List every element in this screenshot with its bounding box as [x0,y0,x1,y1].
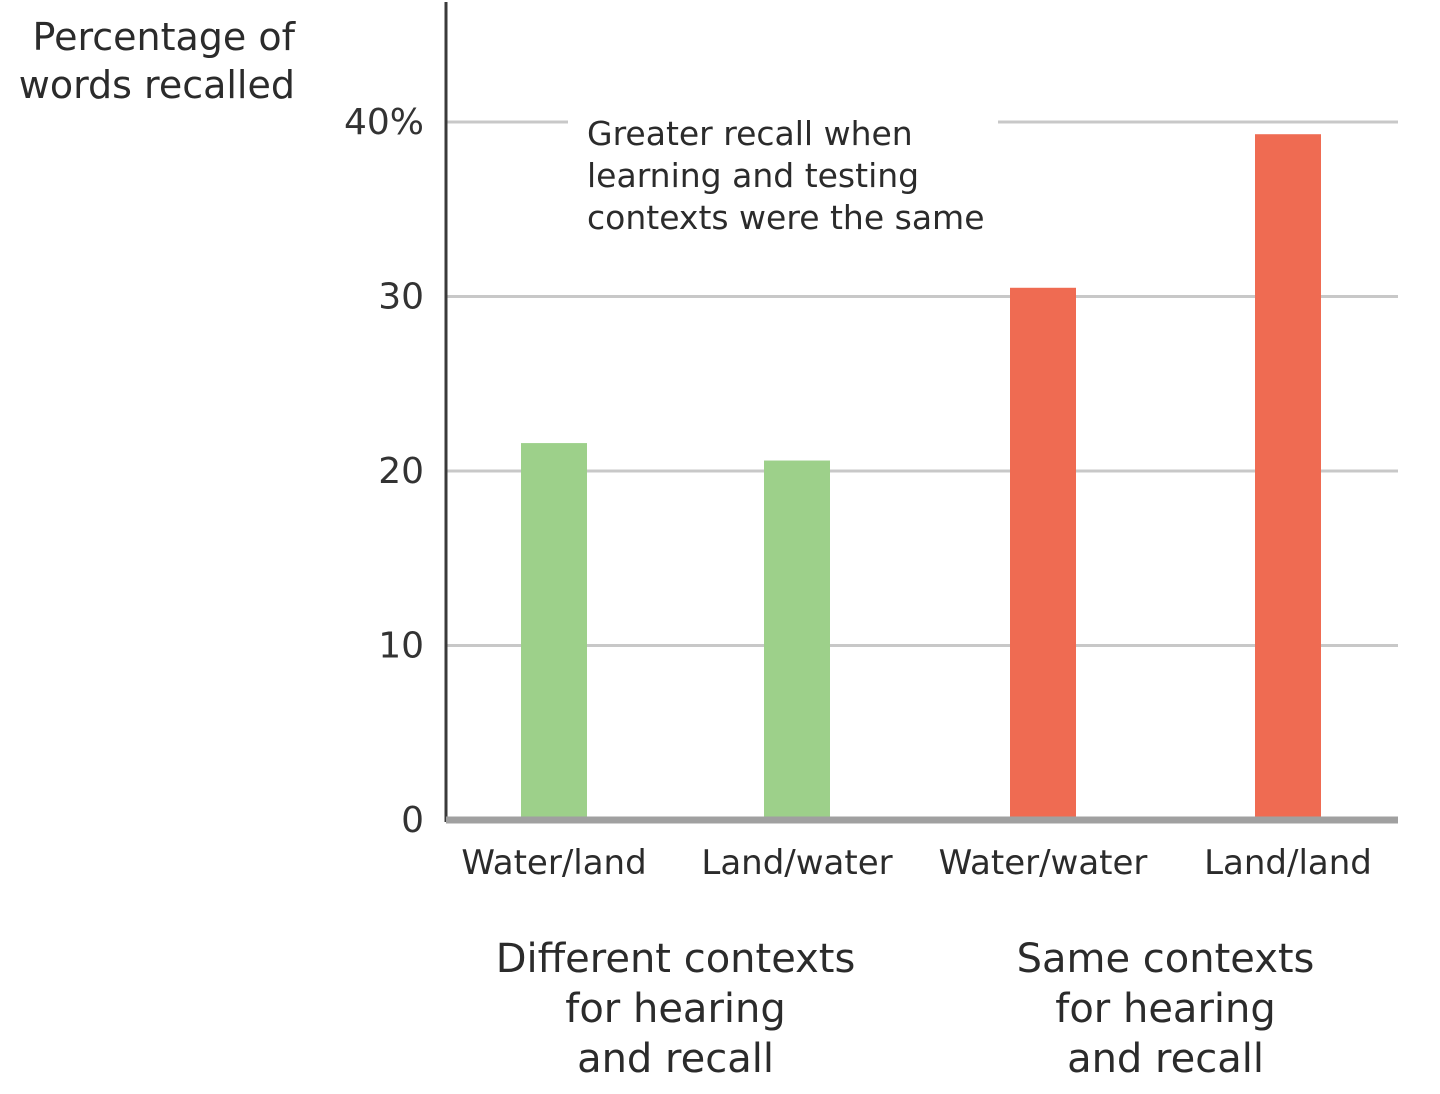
bar-water-water [1010,287,1076,820]
group-label-line: Same contexts [1017,936,1315,982]
group-label-line: for hearing [565,986,786,1032]
bar-land-water [764,460,830,820]
bars [521,134,1321,821]
bar-land-land [1255,134,1321,821]
category-label: Land/water [701,843,892,883]
group-label-line: and recall [577,1036,774,1082]
annotation-line: contexts were the same [587,198,985,237]
y-tick-label-0: 0 [401,800,424,841]
axes [444,2,1398,824]
y-axis-label-line: words recalled [19,63,295,107]
category-label: Water/land [461,843,646,883]
y-tick-labels: 0 10 20 30 40% [344,102,424,841]
y-tick-label-40: 40% [344,102,424,143]
group-label-line: for hearing [1055,986,1276,1032]
y-axis-label-line: Percentage of [33,15,297,59]
annotation-line: learning and testing [587,156,919,195]
category-label: Water/water [939,843,1148,883]
bar-water-land [521,443,587,820]
category-labels: Water/land Land/water Water/water Land/land [461,843,1372,883]
y-tick-label-30: 30 [378,277,424,318]
category-label: Land/land [1204,843,1372,883]
gridlines [446,120,1398,647]
y-tick-label-10: 10 [378,626,424,667]
y-tick-label-20: 20 [378,451,424,492]
annotation-line: Greater recall when [587,114,913,153]
group-label-line: Different contexts [496,936,856,982]
group-label-line: and recall [1067,1036,1264,1082]
